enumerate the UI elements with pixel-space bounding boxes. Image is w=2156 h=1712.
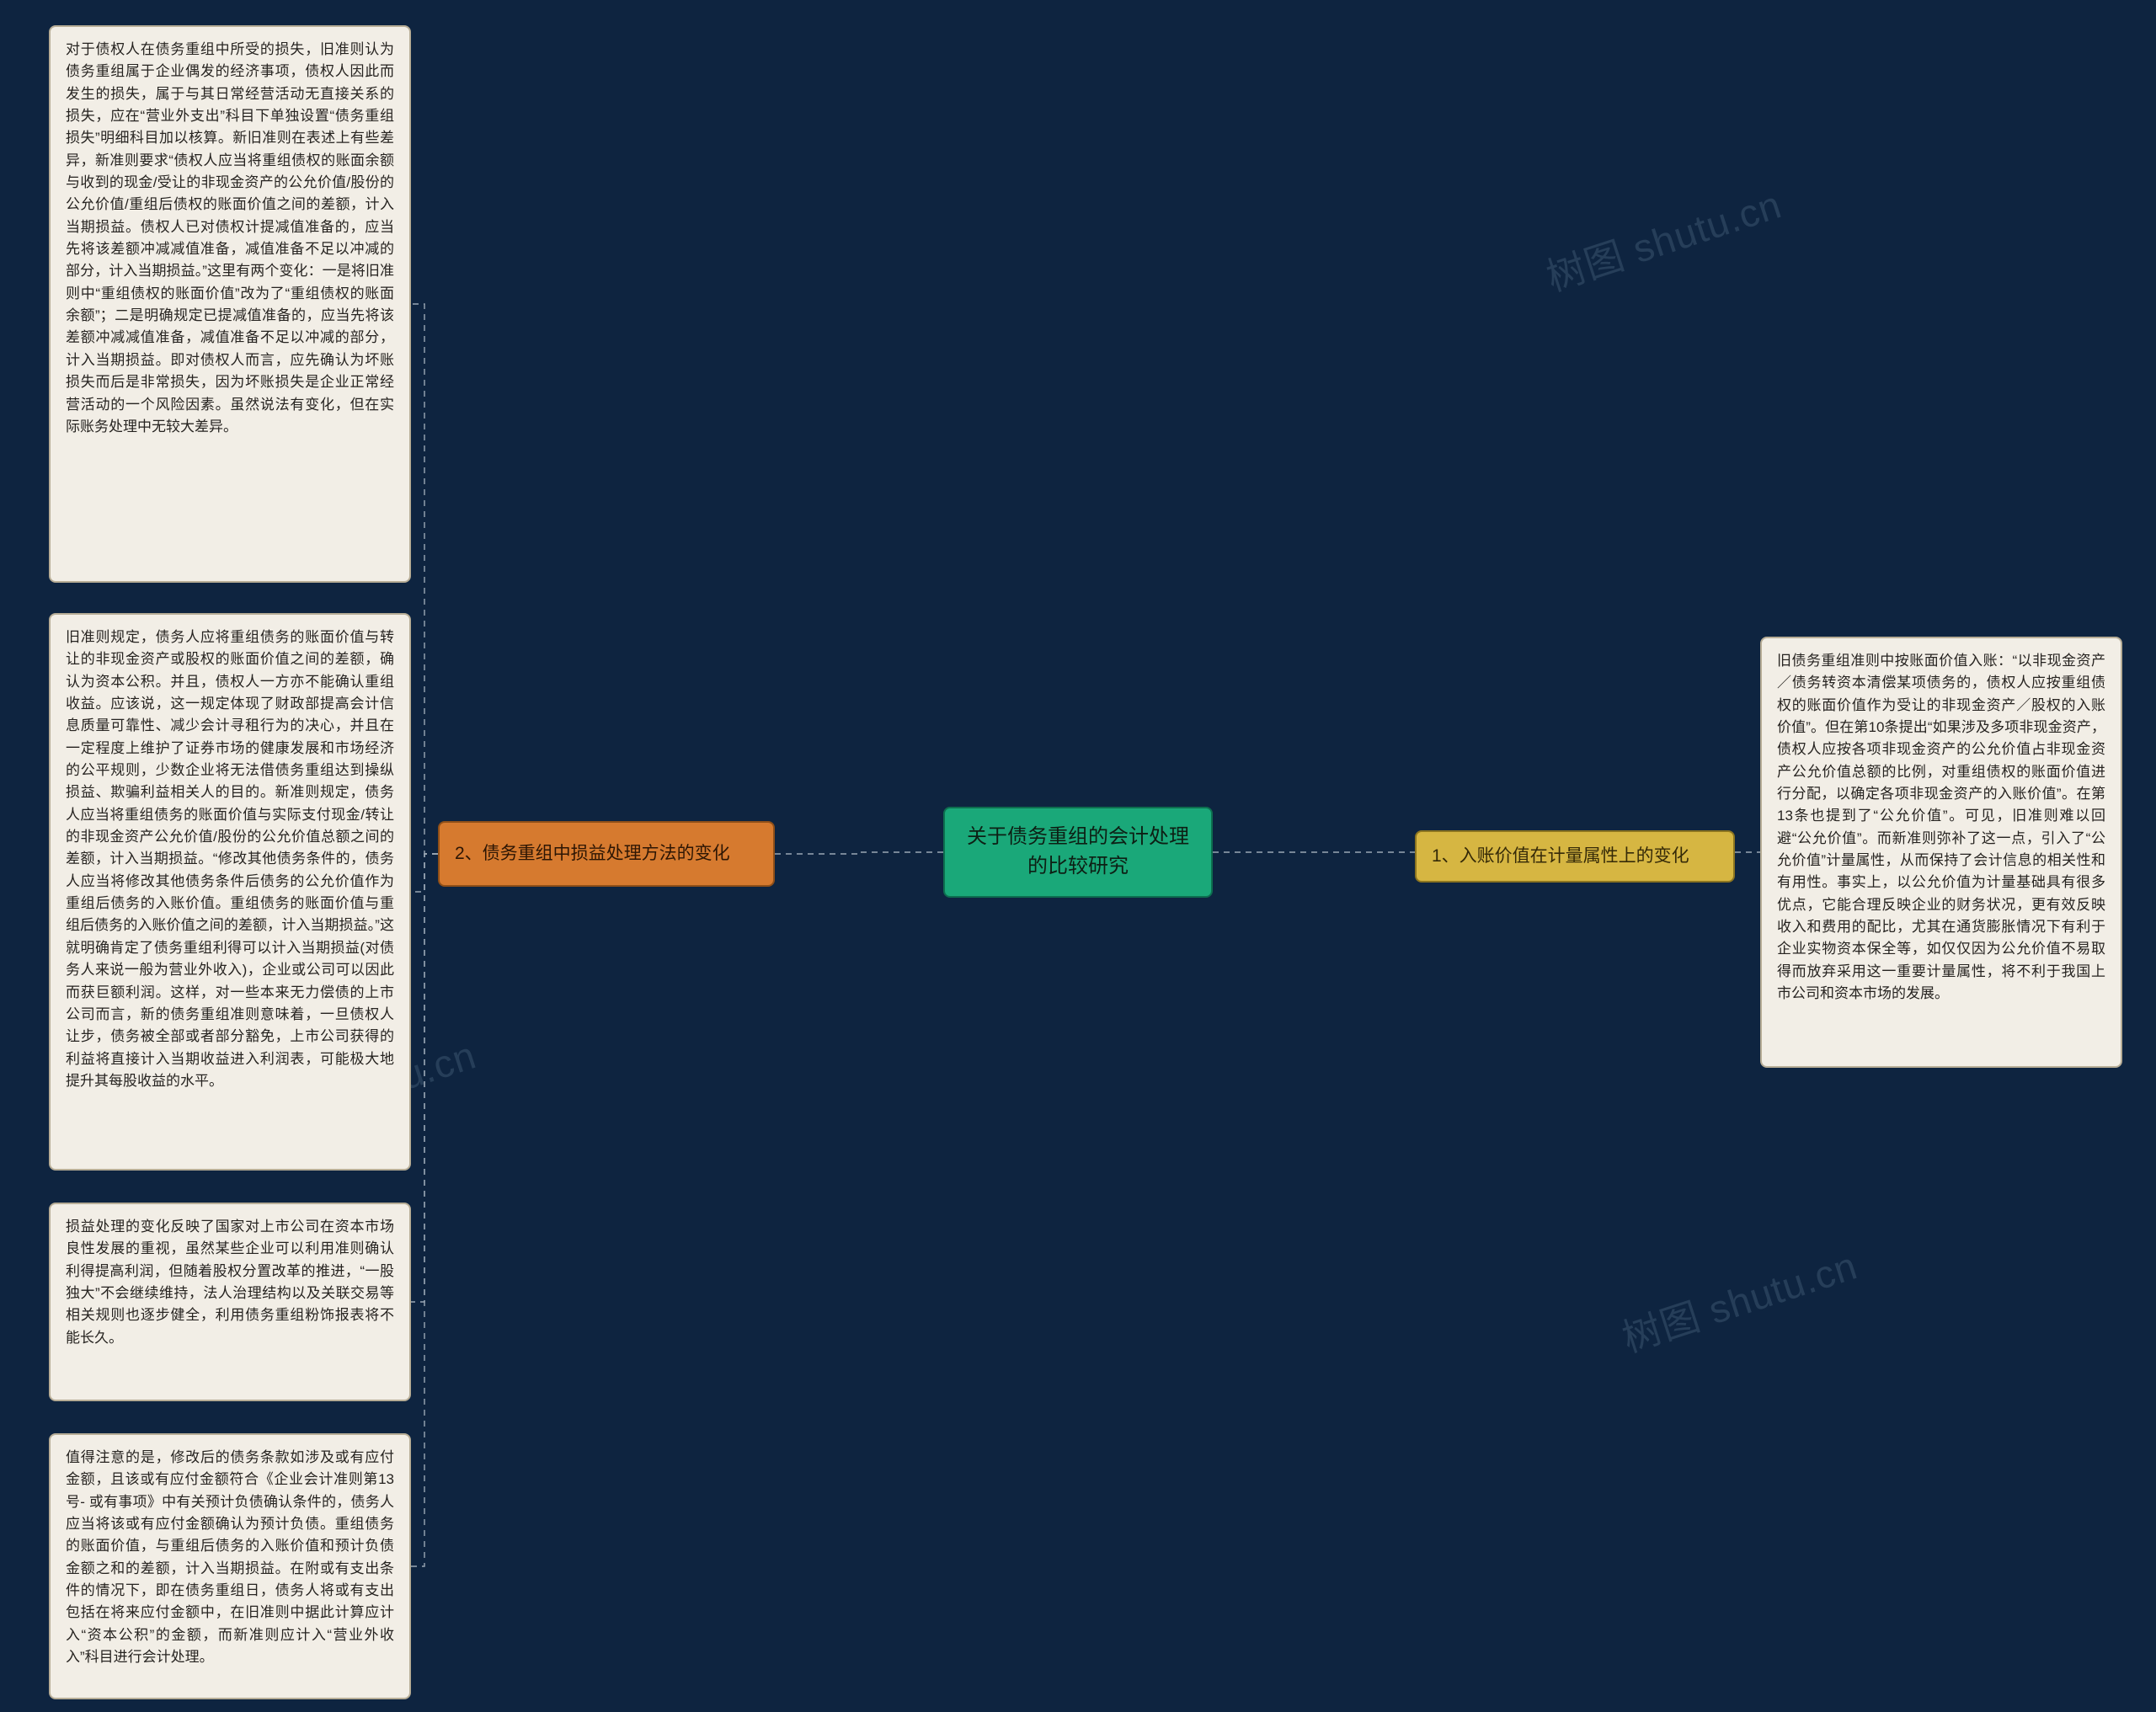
mindmap-canvas: 树图 shutu.cn 树图 shutu.cn 树图 shutu.cn 关于债务… bbox=[0, 0, 2156, 1712]
leaf-left-3[interactable]: 损益处理的变化反映了国家对上市公司在资本市场良性发展的重视，虽然某些企业可以利用… bbox=[49, 1203, 411, 1401]
leaf-left-1[interactable]: 对于债权人在债务重组中所受的损失，旧准则认为债务重组属于企业偶发的经济事项，债权… bbox=[49, 25, 411, 583]
branch-right[interactable]: 1、入账价值在计量属性上的变化 bbox=[1415, 830, 1735, 883]
leaf-left-4[interactable]: 值得注意的是，修改后的债务条款如涉及或有应付金额，且该或有应付金额符合《企业会计… bbox=[49, 1433, 411, 1699]
watermark: 树图 shutu.cn bbox=[1539, 174, 1788, 302]
center-topic[interactable]: 关于债务重组的会计处理的比较研究 bbox=[943, 807, 1213, 898]
watermark: 树图 shutu.cn bbox=[1614, 1235, 1864, 1363]
branch-left[interactable]: 2、债务重组中损益处理方法的变化 bbox=[438, 821, 775, 887]
leaf-right-1[interactable]: 旧债务重组准则中按账面价值入账：“以非现金资产／债务转资本清偿某项债务的，债权人… bbox=[1760, 637, 2122, 1068]
leaf-left-2[interactable]: 旧准则规定，债务人应将重组债务的账面价值与转让的非现金资产或股权的账面价值之间的… bbox=[49, 613, 411, 1171]
